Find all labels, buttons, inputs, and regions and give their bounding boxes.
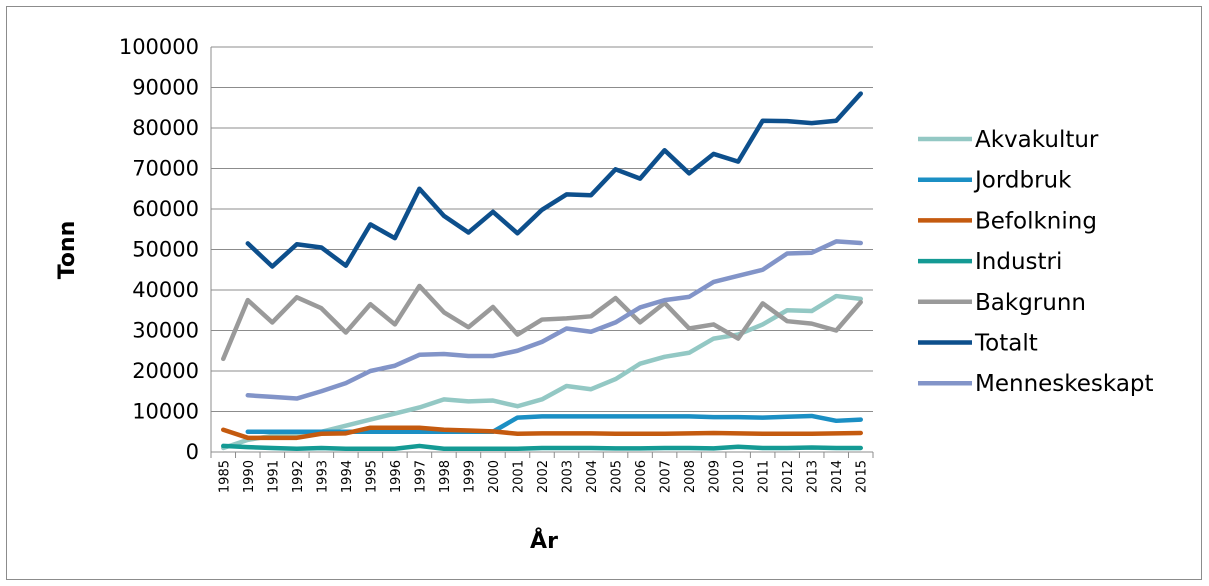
x-tick-label: 2012 <box>781 460 796 493</box>
y-tick-label: 40000 <box>132 278 199 302</box>
y-tick-label: 50000 <box>132 238 199 262</box>
x-tick-label: 2006 <box>634 460 649 493</box>
x-tick-label: 2014 <box>830 460 845 493</box>
x-tick-label: 1990 <box>242 460 257 493</box>
x-tick-label: 2008 <box>683 460 698 493</box>
x-tick-label: 2015 <box>855 460 870 493</box>
x-tick-label: 2000 <box>487 460 502 493</box>
series-line-bakgrunn <box>221 283 863 362</box>
y-tick-label: 80000 <box>132 116 199 140</box>
series-line-industri <box>221 443 863 452</box>
legend-label: Akvakultur <box>975 127 1099 153</box>
legend-label: Jordbruk <box>973 168 1072 194</box>
y-tick-label: 100000 <box>119 35 199 59</box>
gridlines <box>210 46 873 453</box>
y-tick-label: 20000 <box>132 359 199 383</box>
y-tick-label: 30000 <box>132 319 199 343</box>
series-line-befolkning <box>221 425 863 441</box>
x-tick-label: 2007 <box>659 460 674 493</box>
y-tick-label: 0 <box>186 440 199 464</box>
x-tick-label: 2004 <box>585 460 600 493</box>
x-tick-label: 2010 <box>732 460 747 493</box>
x-tick-label: 1992 <box>291 460 306 493</box>
x-tick-label: 1997 <box>413 460 428 493</box>
y-tick-label: 90000 <box>132 76 199 100</box>
x-tick-label: 2003 <box>561 460 576 493</box>
x-tick-label: 2013 <box>806 460 821 493</box>
x-tick-label: 1985 <box>217 460 232 493</box>
chart-frame <box>6 6 1202 580</box>
series-line-totalt <box>245 91 863 269</box>
x-tick-label: 2002 <box>536 460 551 493</box>
legend-label: Befolkning <box>975 208 1097 234</box>
x-tick-label: 1999 <box>462 460 477 493</box>
x-tick-label: 1994 <box>340 460 355 493</box>
x-axis-ticks: 1985 1990 1991 1992 1993 1994 1995 1996 1997 1998… <box>210 452 874 493</box>
legend-label: Totalt <box>974 331 1038 357</box>
legend-label: Bakgrunn <box>975 290 1086 316</box>
x-tick-label: 2005 <box>610 460 625 493</box>
x-tick-label: 1995 <box>364 460 379 493</box>
legend-label: Menneskeskapt <box>975 371 1154 397</box>
x-tick-label: 2009 <box>708 460 723 493</box>
x-tick-label: 1998 <box>438 460 453 493</box>
y-tick-label: 70000 <box>132 157 199 181</box>
x-tick-label: 2011 <box>757 460 772 493</box>
series-group <box>221 91 863 452</box>
legend: Akvakultur Jordbruk Befolkning Industri Bakg… <box>918 127 1154 397</box>
series-line-menneskeskapt <box>245 239 863 401</box>
x-tick-label: 1993 <box>315 460 330 493</box>
x-tick-label: 2001 <box>511 460 526 493</box>
x-tick-label: 1996 <box>389 460 404 493</box>
x-tick-label: 1991 <box>266 460 281 493</box>
x-axis-title: År <box>530 528 558 554</box>
y-tick-label: 10000 <box>132 400 199 424</box>
y-axis-title: Tonn <box>55 221 80 280</box>
y-tick-label: 60000 <box>132 197 199 221</box>
legend-label: Industri <box>975 249 1062 275</box>
y-axis-ticks: 0 10000 20000 30000 40000 50000 60000 70000 8000… <box>119 35 199 464</box>
